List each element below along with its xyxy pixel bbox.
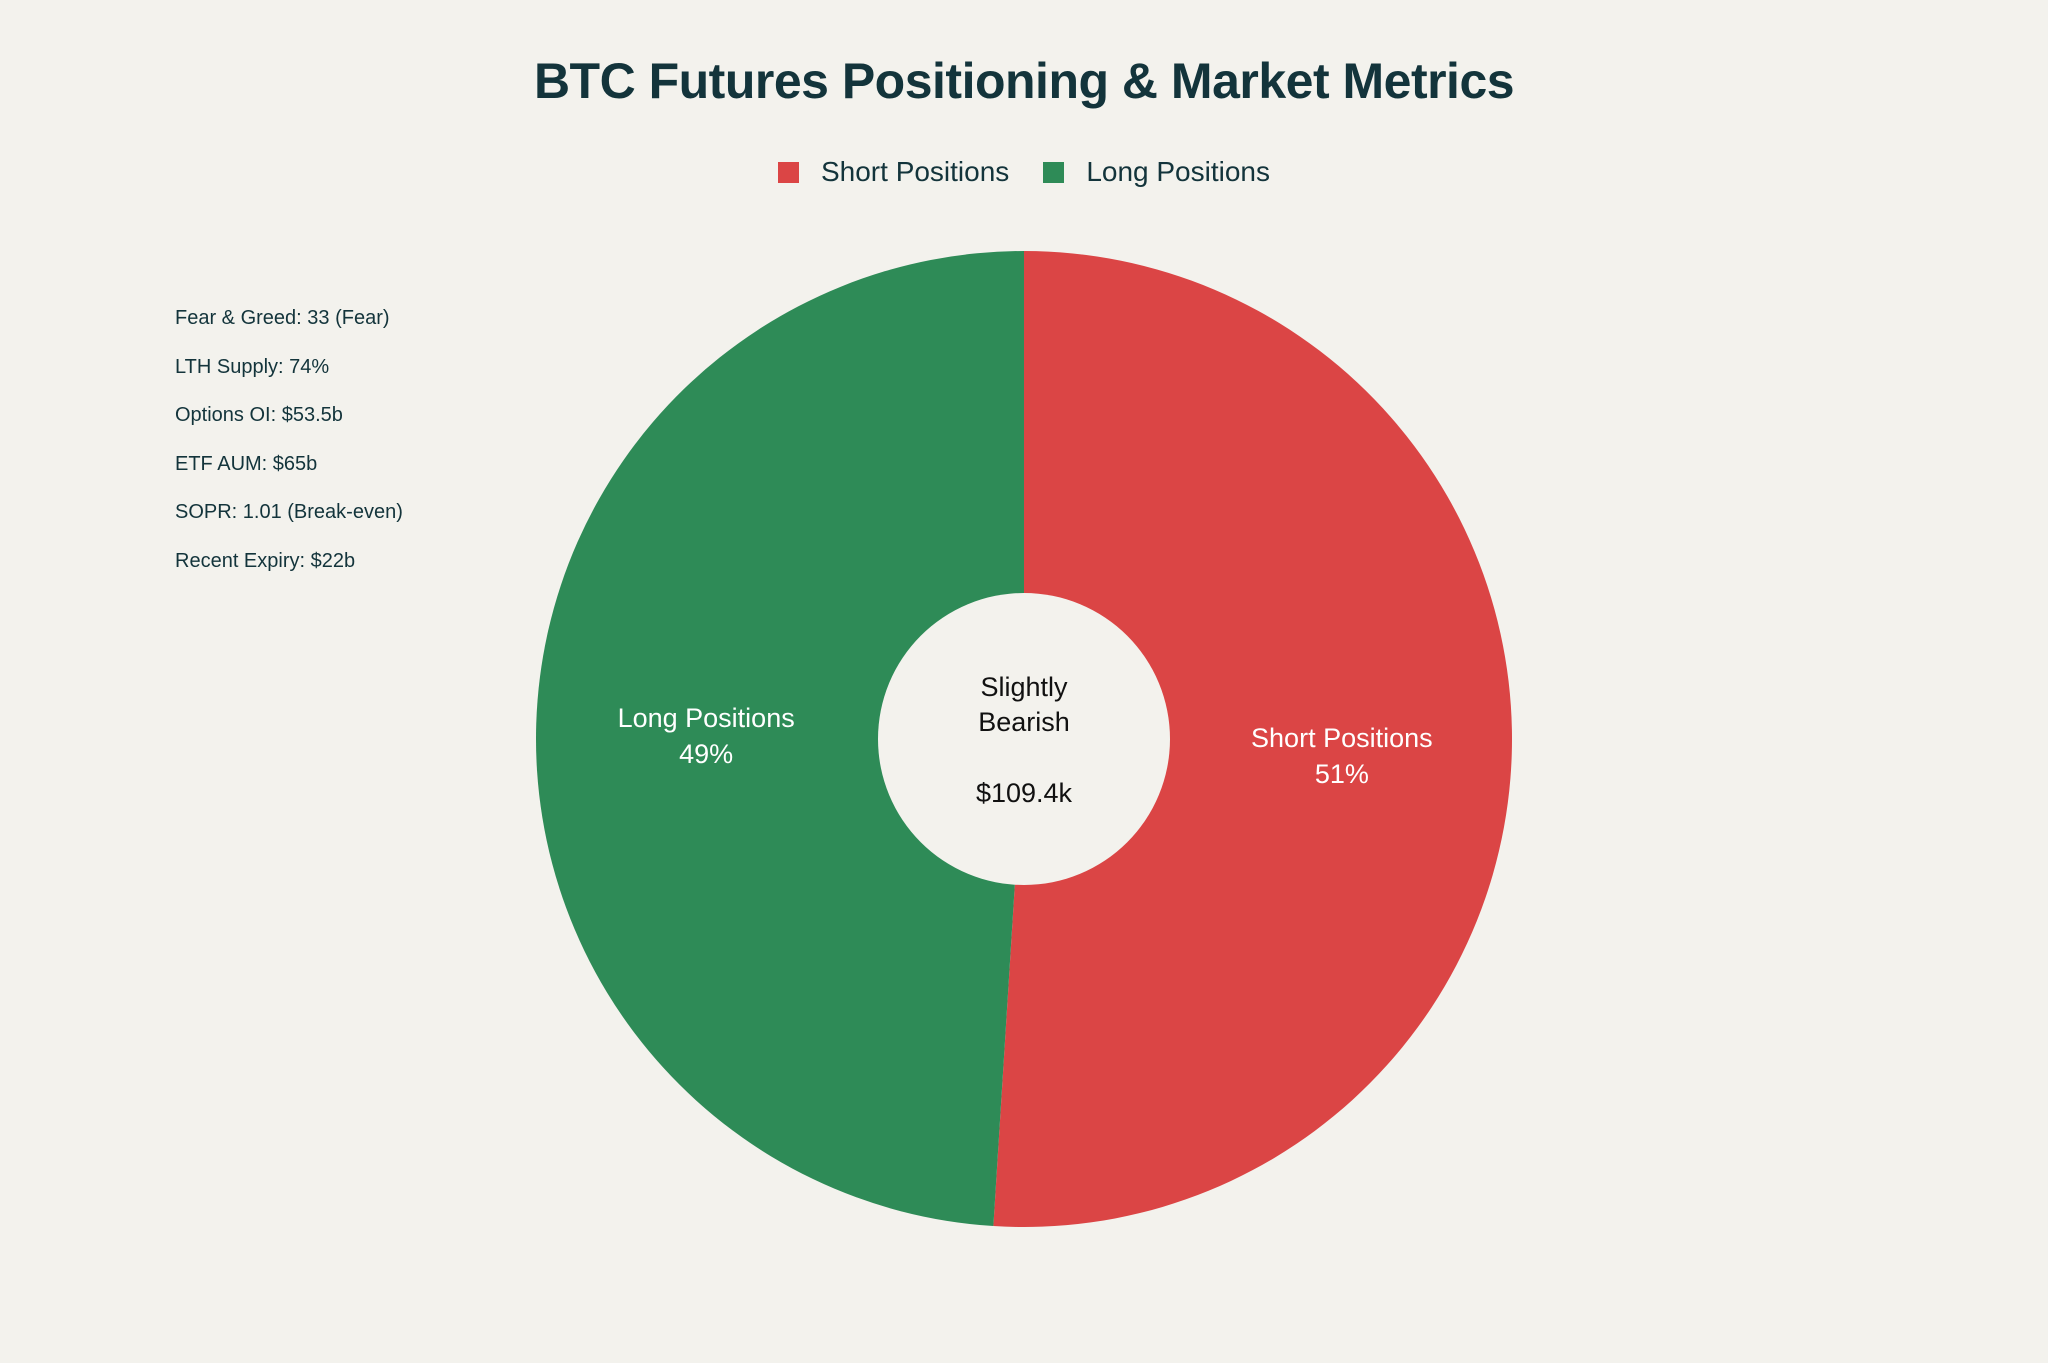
metric-sopr: SOPR: 1.01 (Break-even) <box>175 501 403 524</box>
donut-slices <box>536 251 1513 1227</box>
legend-swatch-long <box>1043 161 1065 183</box>
slice-label-short-positions: Short Positions <box>1251 723 1433 753</box>
donut-slice-long-positions[interactable] <box>536 251 1024 1227</box>
center-text-line-2: Bearish <box>978 707 1070 737</box>
legend-label-short: Short Positions <box>820 156 1010 187</box>
metric-lth-supply: LTH Supply: 74% <box>175 355 330 378</box>
metric-fear-greed: Fear & Greed: 33 (Fear) <box>175 307 390 329</box>
metric-recent-expiry: Recent Expiry: $22b <box>175 549 356 572</box>
legend-item-long[interactable]: Long Positions <box>1043 156 1270 188</box>
legend-item-short[interactable]: Short Positions <box>777 156 1010 188</box>
metric-options-oi: Options OI: $53.5b <box>175 404 343 427</box>
slice-percent-short-positions: 51% <box>1315 759 1369 789</box>
slice-percent-long-positions: 49% <box>679 739 733 769</box>
donut-slice-short-positions[interactable] <box>993 251 1513 1227</box>
chart-title: BTC Futures Positioning & Market Metrics <box>533 53 1515 109</box>
metric-etf-aum: ETF AUM: $65b <box>175 452 318 475</box>
center-text-line-1: Slightly <box>980 672 1068 702</box>
chart-legend: Short Positions Long Positions <box>0 156 2048 188</box>
metrics-annotations: Fear & Greed: 33 (Fear) LTH Supply: 74% … <box>175 302 403 594</box>
legend-swatch-short <box>777 161 799 183</box>
center-price: $109.4k <box>976 778 1073 808</box>
donut-hole <box>878 593 1170 885</box>
slice-label-long-positions: Long Positions <box>618 703 795 733</box>
legend-label-long: Long Positions <box>1086 156 1270 187</box>
slice-labels: Short Positions 51% Long Positions 49% <box>618 703 1433 789</box>
